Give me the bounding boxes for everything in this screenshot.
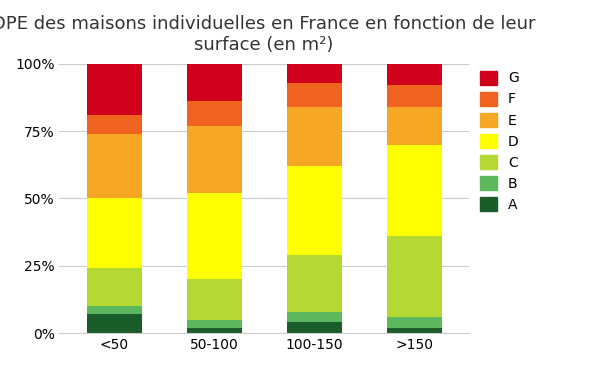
Bar bbox=[87, 306, 142, 314]
Bar bbox=[387, 85, 441, 107]
Bar bbox=[287, 83, 342, 107]
Bar bbox=[87, 115, 142, 134]
Bar bbox=[87, 314, 142, 333]
Bar bbox=[387, 236, 441, 317]
Bar bbox=[287, 166, 342, 255]
Bar bbox=[287, 322, 342, 333]
Bar bbox=[187, 64, 242, 101]
Bar bbox=[187, 126, 242, 193]
Bar bbox=[287, 312, 342, 322]
Bar bbox=[287, 107, 342, 166]
Bar bbox=[187, 328, 242, 333]
Legend: G, F, E, D, C, B, A: G, F, E, D, C, B, A bbox=[480, 70, 518, 212]
Bar bbox=[187, 193, 242, 279]
Bar bbox=[387, 64, 441, 85]
Bar bbox=[387, 328, 441, 333]
Title: DPE des maisons individuelles en France en fonction de leur
surface (en m²): DPE des maisons individuelles en France … bbox=[0, 15, 536, 54]
Bar bbox=[387, 107, 441, 145]
Bar bbox=[387, 317, 441, 328]
Bar bbox=[87, 134, 142, 199]
Bar bbox=[87, 64, 142, 115]
Bar bbox=[387, 145, 441, 236]
Bar bbox=[287, 64, 342, 83]
Bar bbox=[187, 320, 242, 328]
Bar bbox=[187, 101, 242, 126]
Bar bbox=[187, 279, 242, 320]
Bar bbox=[287, 255, 342, 312]
Bar bbox=[87, 269, 142, 306]
Bar bbox=[87, 199, 142, 269]
